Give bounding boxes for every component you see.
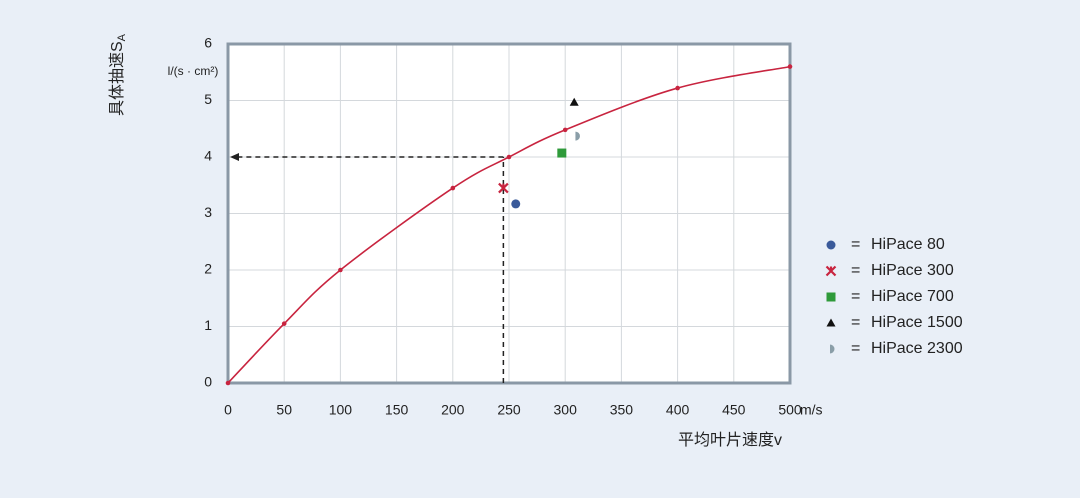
x-tick-label: 350	[610, 402, 634, 418]
legend-label: HiPace 300	[871, 262, 954, 279]
plot-border	[226, 42, 792, 385]
curve-point	[338, 267, 343, 273]
legend-separator: =	[851, 288, 860, 305]
legend-label: HiPace 2300	[871, 340, 963, 357]
y-tick-label: 4	[204, 148, 212, 164]
x-tick-label: 450	[722, 402, 746, 418]
y-tick-label: 3	[204, 204, 212, 220]
curve-point	[450, 185, 456, 191]
x-unit: m/s	[800, 402, 823, 418]
x-tick-label: 50	[276, 402, 292, 418]
x-tick-label: 250	[497, 402, 521, 418]
curve-point	[787, 64, 793, 69]
curve-point	[506, 154, 512, 160]
x-tick-label: 500	[778, 402, 802, 418]
legend-separator: =	[851, 236, 860, 253]
legend-label: HiPace 80	[871, 236, 945, 253]
y-tick-label: 2	[204, 261, 212, 277]
marker	[826, 292, 836, 302]
y-tick-label: 0	[204, 374, 212, 390]
marker	[575, 131, 580, 141]
x-tick-label: 400	[666, 402, 690, 418]
curve-point	[562, 127, 568, 133]
marker	[825, 265, 837, 277]
marker	[557, 148, 567, 158]
marker	[511, 199, 521, 209]
x-axis-label: 平均叶片速度v	[678, 431, 782, 449]
x-tick-label: 300	[554, 402, 578, 418]
marker	[830, 344, 835, 354]
legend-label: HiPace 700	[871, 288, 954, 305]
y-tick-label: 5	[204, 91, 212, 107]
x-tick-label: 200	[441, 402, 465, 418]
y-unit: l/(s · cm²)	[168, 64, 219, 78]
legend-label: HiPace 1500	[871, 314, 963, 331]
reference-arrow	[230, 153, 239, 161]
legend-separator: =	[851, 340, 860, 357]
legend-separator: =	[851, 262, 860, 279]
marker	[826, 240, 836, 250]
y-axis-label: 具体抽速SA	[108, 33, 128, 116]
x-tick-label: 100	[329, 402, 353, 418]
curve-point	[675, 85, 680, 91]
marker	[569, 97, 579, 106]
legend-separator: =	[851, 314, 860, 331]
marker	[826, 318, 836, 327]
marker	[498, 182, 509, 194]
curve-point	[225, 380, 231, 386]
y-label-sub: A	[116, 33, 128, 41]
y-tick-label: 6	[204, 35, 212, 51]
x-tick-label: 150	[385, 402, 409, 418]
y-label-text: 具体抽速S	[108, 41, 126, 116]
curve-point	[281, 321, 287, 326]
y-tick-label: 1	[204, 317, 212, 333]
x-tick-label: 0	[224, 402, 232, 418]
